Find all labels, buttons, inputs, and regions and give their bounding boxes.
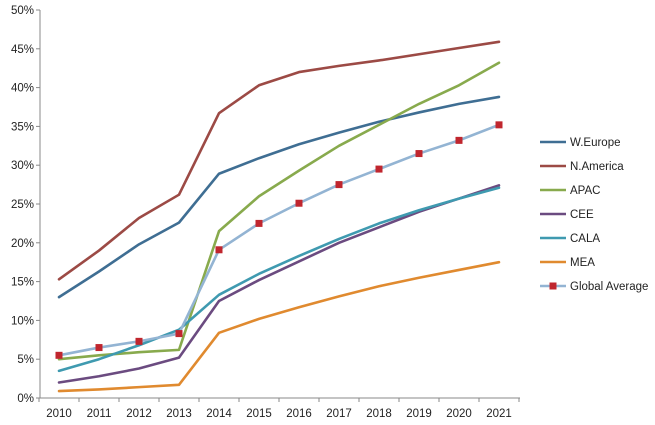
data-point-global-average [95,344,103,352]
legend-label: MEA [570,257,595,269]
data-point-global-average [415,150,423,158]
y-tick-label: 35% [11,121,34,133]
data-point-global-average [375,165,383,173]
series-line-global-average [57,123,501,357]
x-tick-label: 2015 [246,408,272,420]
series-line-mea [57,260,501,393]
y-tick-label: 50% [11,5,34,17]
legend-item-apac: APAC [540,185,600,197]
data-point-global-average [455,136,463,144]
x-tick-label: 2011 [87,408,112,420]
x-tick-label: 2012 [126,408,152,420]
y-tick-label: 15% [11,277,34,289]
x-tick-label: 2018 [366,408,392,420]
legend-label: W.Europe [570,137,621,149]
data-point-global-average [215,246,223,254]
legend-label: Global Average [570,281,648,293]
series-markers [55,121,503,359]
x-tick-label: 2021 [486,408,512,420]
x-tick-label: 2013 [166,408,192,420]
data-point-global-average [55,351,63,359]
data-point-global-average [295,199,303,207]
series-line-w-europe [57,95,501,299]
y-tick-label: 25% [11,199,34,211]
legend-item-cala: CALA [540,233,600,245]
legend: W.Europe N.America APAC CEE CALA MEA Global Av… [540,137,648,293]
legend-item-n-america: N.America [540,161,624,173]
x-tick-label: 2014 [206,408,232,420]
legend-label: APAC [570,185,600,197]
series-line-apac [57,61,501,361]
x-tick-label: 2016 [286,408,312,420]
y-tick-label: 40% [11,83,34,95]
y-tick-label: 5% [17,354,34,366]
y-tick-label: 30% [11,160,34,172]
legend-marker [549,282,557,290]
legend-item-mea: MEA [540,257,595,269]
legend-item-w-europe: W.Europe [540,137,621,149]
tick-labels: 0% 5% 10% 15% 20% 25% 30% 35% 40% 45% 50% 2010 2011 2… [11,5,512,420]
series-line-cala [57,186,501,373]
legend-label: CALA [570,233,600,245]
y-tick-label: 0% [17,393,34,405]
data-point-global-average [495,121,503,129]
x-tick-label: 2010 [46,408,72,420]
data-point-global-average [175,330,183,338]
data-point-global-average [335,181,343,189]
x-tick-label: 2019 [406,408,432,420]
legend-label: CEE [570,209,594,221]
x-tick-label: 2020 [446,408,472,420]
legend-item-cee: CEE [540,209,594,221]
axes [36,9,520,402]
y-tick-label: 10% [11,315,34,327]
series-line-n-america [57,40,501,281]
x-tick-label: 2017 [326,408,352,420]
legend-item-global-average: Global Average [540,281,648,293]
y-tick-label: 45% [11,44,34,56]
y-tick-label: 20% [11,238,34,250]
data-point-global-average [135,337,143,345]
data-point-global-average [255,219,263,227]
series-lines [57,40,501,393]
legend-label: N.America [570,161,624,173]
